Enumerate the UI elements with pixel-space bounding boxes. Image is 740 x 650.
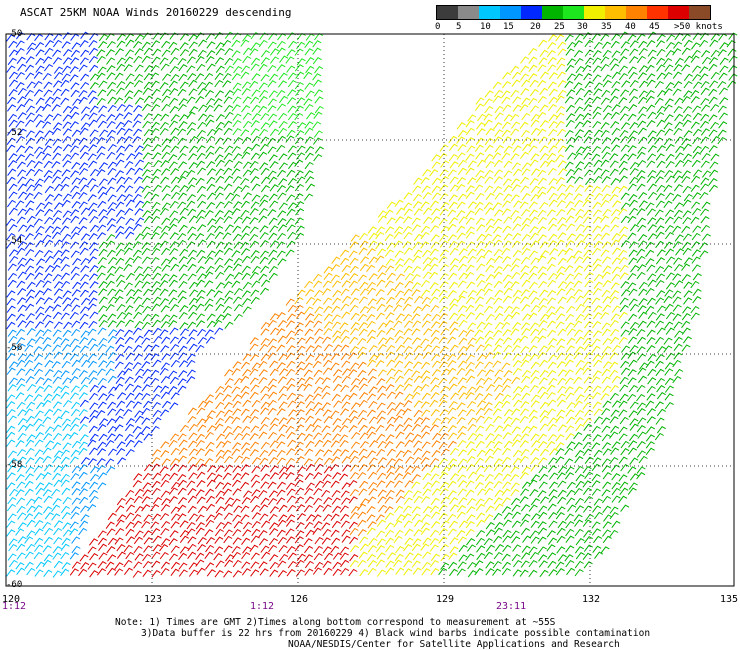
legend-swatch (584, 6, 605, 19)
map-frame (5, 33, 735, 587)
legend-swatch (668, 6, 689, 19)
legend-tick: 35 (601, 22, 612, 32)
legend-swatch (626, 6, 647, 19)
legend-tick: 45 (649, 22, 660, 32)
legend-swatch (458, 6, 479, 19)
legend-swatch (437, 6, 458, 19)
legend-swatch (605, 6, 626, 19)
lat-label: -58 (6, 460, 23, 470)
lon-label: 129 (436, 594, 455, 605)
footnote-line-1: Note: 1) Times are GMT 2)Times along bot… (115, 617, 556, 628)
time-label: 1:12 (250, 601, 275, 612)
legend-tick: 0 (435, 22, 441, 32)
legend-swatch (542, 6, 563, 19)
lon-label: 126 (290, 594, 309, 605)
lat-label: -50 (6, 29, 23, 39)
time-label: 23:11 (496, 601, 527, 612)
legend-swatch (647, 6, 668, 19)
legend-color-bar (436, 5, 711, 20)
legend-tick: 25 (554, 22, 565, 32)
legend-tick: >50 knots (674, 22, 723, 32)
footnote-line-2: 3)Data buffer is 22 hrs from 20160229 4)… (141, 628, 651, 639)
legend-tick: 40 (625, 22, 636, 32)
wind-speed-legend: 0 5 10 15 20 25 30 35 40 45 >50 knots (435, 5, 723, 32)
lon-label: 132 (582, 594, 601, 605)
legend-tick: 20 (530, 22, 541, 32)
lat-label: -54 (6, 236, 23, 246)
legend-swatch (689, 6, 710, 19)
legend-swatch (479, 6, 500, 19)
footnote-line-3: NOAA/NESDIS/Center for Satellite Applica… (288, 639, 620, 650)
map-title: ASCAT 25KM NOAA Winds 20160229 descendin… (20, 6, 292, 19)
legend-swatch (563, 6, 584, 19)
legend-tick: 30 (577, 22, 588, 32)
lat-label: -56 (6, 343, 23, 353)
lon-label: 120 (2, 594, 21, 605)
lat-lon-grid (6, 33, 734, 586)
legend-tick-labels: 0 5 10 15 20 25 30 35 40 45 >50 knots (435, 20, 723, 32)
time-label: 1:12 (2, 601, 27, 612)
wind-barbs-layer (6, 31, 738, 578)
legend-swatch (521, 6, 542, 19)
lat-label: -60 (6, 580, 23, 590)
legend-tick: 5 (456, 22, 462, 32)
lat-label: -52 (6, 128, 23, 138)
lon-label: 135 (720, 594, 739, 605)
legend-tick: 15 (503, 22, 514, 32)
legend-swatch (500, 6, 521, 19)
lon-label: 123 (144, 594, 163, 605)
legend-tick: 10 (480, 22, 491, 32)
